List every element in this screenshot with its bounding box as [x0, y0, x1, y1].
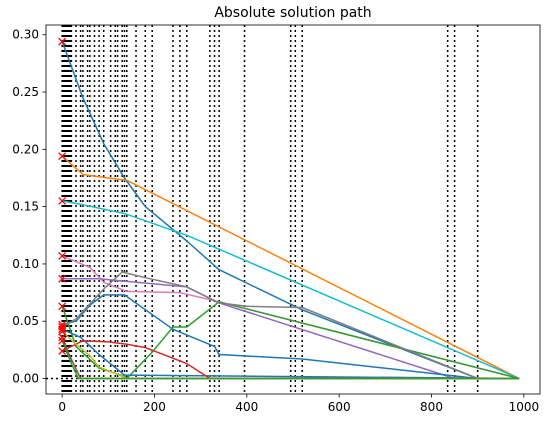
series-line-0 [61, 41, 520, 380]
start-marker-1 [58, 152, 67, 161]
start-marker-12 [58, 347, 67, 355]
x-axis-ticks: 0 200 400 600 800 1000 [58, 394, 539, 414]
series-line-12 [61, 340, 520, 380]
series-line-8 [61, 328, 520, 380]
y-tick-label-3: 0.15 [12, 200, 39, 214]
y-tick-label-6: 0.30 [12, 28, 39, 42]
series-line-2 [62, 200, 520, 380]
x-tick-label-2: 400 [235, 400, 258, 414]
start-marker-2 [58, 196, 67, 205]
x-tick-label-5: 1000 [509, 400, 540, 414]
series-line-9 [61, 339, 520, 380]
series-line-5 [61, 301, 520, 380]
start-marker-11 [58, 336, 67, 345]
series-line-4 [62, 278, 520, 380]
y-axis-ticks: 0.00 0.05 0.10 0.15 0.20 0.25 0.30 [12, 28, 46, 386]
y-tick-label-5: 0.25 [12, 85, 39, 99]
axes-frame [45, 24, 541, 395]
start-marker-8 [58, 325, 67, 334]
x-tick-label-1: 200 [143, 400, 166, 414]
y-tick-label-0: 0.00 [12, 372, 39, 386]
start-markers [58, 37, 67, 355]
start-marker-0 [58, 37, 67, 46]
series-line-7 [61, 271, 520, 380]
series-line-6 [62, 294, 520, 380]
start-marker-9 [58, 327, 67, 336]
x-tick-label-3: 600 [328, 400, 351, 414]
knot-lines [46, 25, 520, 394]
series-line-1 [61, 155, 520, 380]
start-marker-5 [58, 302, 67, 311]
start-marker-4 [58, 274, 67, 283]
x-tick-label-4: 800 [420, 400, 443, 414]
series-lines [61, 41, 520, 380]
start-marker-3 [58, 251, 67, 260]
y-tick-label-2: 0.10 [12, 257, 39, 271]
y-tick-label-4: 0.20 [12, 142, 39, 156]
chart-title: Absolute solution path [214, 5, 371, 21]
y-tick-label-1: 0.05 [12, 314, 39, 328]
x-tick-label-0: 0 [58, 400, 66, 414]
start-marker-10 [58, 333, 67, 342]
